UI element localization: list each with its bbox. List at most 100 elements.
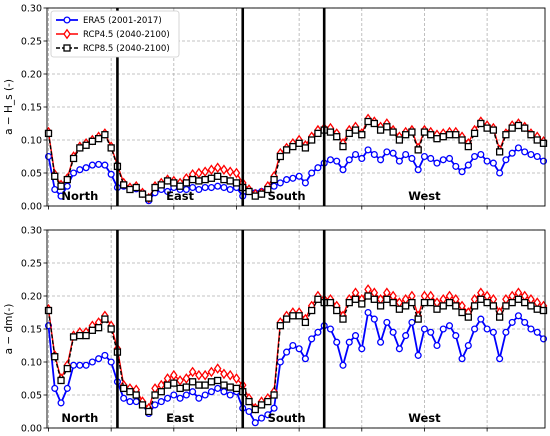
data-point-square — [182, 383, 190, 391]
data-point-circle — [333, 157, 341, 165]
legend-marker-circle — [63, 16, 71, 24]
data-point-circle — [257, 414, 266, 422]
data-point-diamond — [213, 162, 222, 174]
data-point-circle — [477, 315, 485, 323]
data-point-circle — [126, 398, 134, 406]
data-point-circle — [539, 335, 548, 343]
data-point-diamond — [207, 164, 216, 176]
y-tick-label: 0.10 — [21, 357, 42, 368]
data-point-circle — [226, 185, 234, 194]
data-point-square — [301, 318, 310, 327]
region-label: East — [166, 411, 194, 425]
data-point-circle — [57, 192, 65, 200]
y-tick-label: 0.30 — [21, 3, 42, 14]
data-point-square — [145, 407, 153, 416]
data-point-circle — [445, 322, 454, 330]
data-point-circle — [101, 351, 109, 359]
data-point-square — [163, 381, 172, 389]
data-point-circle — [214, 384, 222, 392]
data-point-circle — [402, 150, 410, 159]
data-point-diamond — [232, 373, 241, 384]
data-point-square — [138, 190, 147, 198]
data-point-square — [82, 331, 90, 340]
data-point-circle — [471, 325, 479, 333]
data-point-square — [76, 144, 84, 152]
data-point-circle — [489, 328, 497, 336]
data-point-circle — [164, 394, 172, 402]
data-point-square — [477, 295, 485, 303]
data-point-circle — [496, 169, 504, 177]
data-point-circle — [63, 384, 71, 392]
data-point-circle — [508, 149, 516, 157]
data-point-circle — [483, 157, 491, 165]
data-point-circle — [51, 384, 59, 392]
plot-frame — [46, 7, 546, 207]
data-point-square — [326, 128, 335, 136]
data-point-circle — [458, 168, 466, 176]
data-point-square — [276, 152, 284, 161]
region-label: West — [408, 189, 441, 203]
data-point-square — [521, 298, 529, 307]
data-point-square — [420, 298, 429, 307]
data-point-square — [163, 177, 172, 185]
data-point-circle — [452, 332, 460, 340]
data-point-square — [120, 384, 128, 393]
data-point-square — [514, 295, 523, 303]
data-point-square — [502, 131, 510, 139]
data-point-square — [489, 302, 498, 310]
data-point-diamond — [207, 366, 216, 378]
data-point-circle — [539, 157, 548, 165]
data-point-diamond — [213, 363, 222, 374]
data-point-circle — [107, 170, 115, 178]
data-point-square — [470, 302, 479, 310]
legend-label: ERA5 (2001-2017) — [83, 16, 162, 26]
data-point-circle — [377, 338, 385, 346]
legend-box — [50, 10, 180, 58]
data-point-square — [201, 381, 209, 389]
data-point-diamond — [201, 369, 209, 381]
data-point-square — [326, 298, 335, 307]
data-point-circle — [452, 162, 460, 170]
data-point-square — [333, 133, 341, 141]
data-point-diamond — [232, 167, 241, 179]
data-point-circle — [464, 341, 472, 350]
data-point-circle — [439, 325, 447, 333]
data-point-square — [464, 313, 472, 321]
data-point-square — [364, 292, 372, 300]
data-point-square — [201, 175, 209, 184]
data-point-square — [57, 182, 65, 190]
data-point-circle — [264, 411, 272, 419]
data-point-square — [257, 190, 266, 198]
data-point-square — [508, 298, 516, 307]
y-tick-label: 0.00 — [21, 201, 42, 212]
data-point-circle — [289, 341, 297, 350]
data-point-circle — [195, 185, 203, 194]
data-point-square — [527, 131, 535, 139]
data-point-circle — [458, 355, 466, 363]
data-point-square — [132, 391, 140, 399]
data-point-square — [301, 144, 310, 152]
data-point-circle — [358, 154, 366, 163]
data-point-circle — [295, 172, 303, 180]
data-point-square — [76, 331, 84, 340]
data-point-circle — [220, 183, 228, 192]
data-point-square — [351, 295, 360, 303]
data-point-square — [138, 401, 147, 409]
data-point-square — [120, 181, 128, 189]
data-point-circle — [364, 146, 372, 154]
data-point-square — [402, 131, 410, 139]
data-point-circle — [427, 328, 435, 336]
region-label: South — [268, 411, 306, 425]
data-point-square — [533, 305, 541, 313]
data-point-square — [214, 172, 222, 180]
plot-frame — [46, 229, 546, 429]
data-point-circle — [521, 318, 529, 326]
data-point-circle — [88, 161, 96, 169]
data-point-circle — [533, 152, 541, 161]
data-point-square — [63, 364, 71, 373]
data-point-circle — [389, 149, 397, 157]
data-point-square — [414, 315, 422, 323]
data-point-circle — [314, 164, 322, 172]
data-point-square — [452, 302, 460, 310]
data-point-square — [214, 376, 222, 385]
